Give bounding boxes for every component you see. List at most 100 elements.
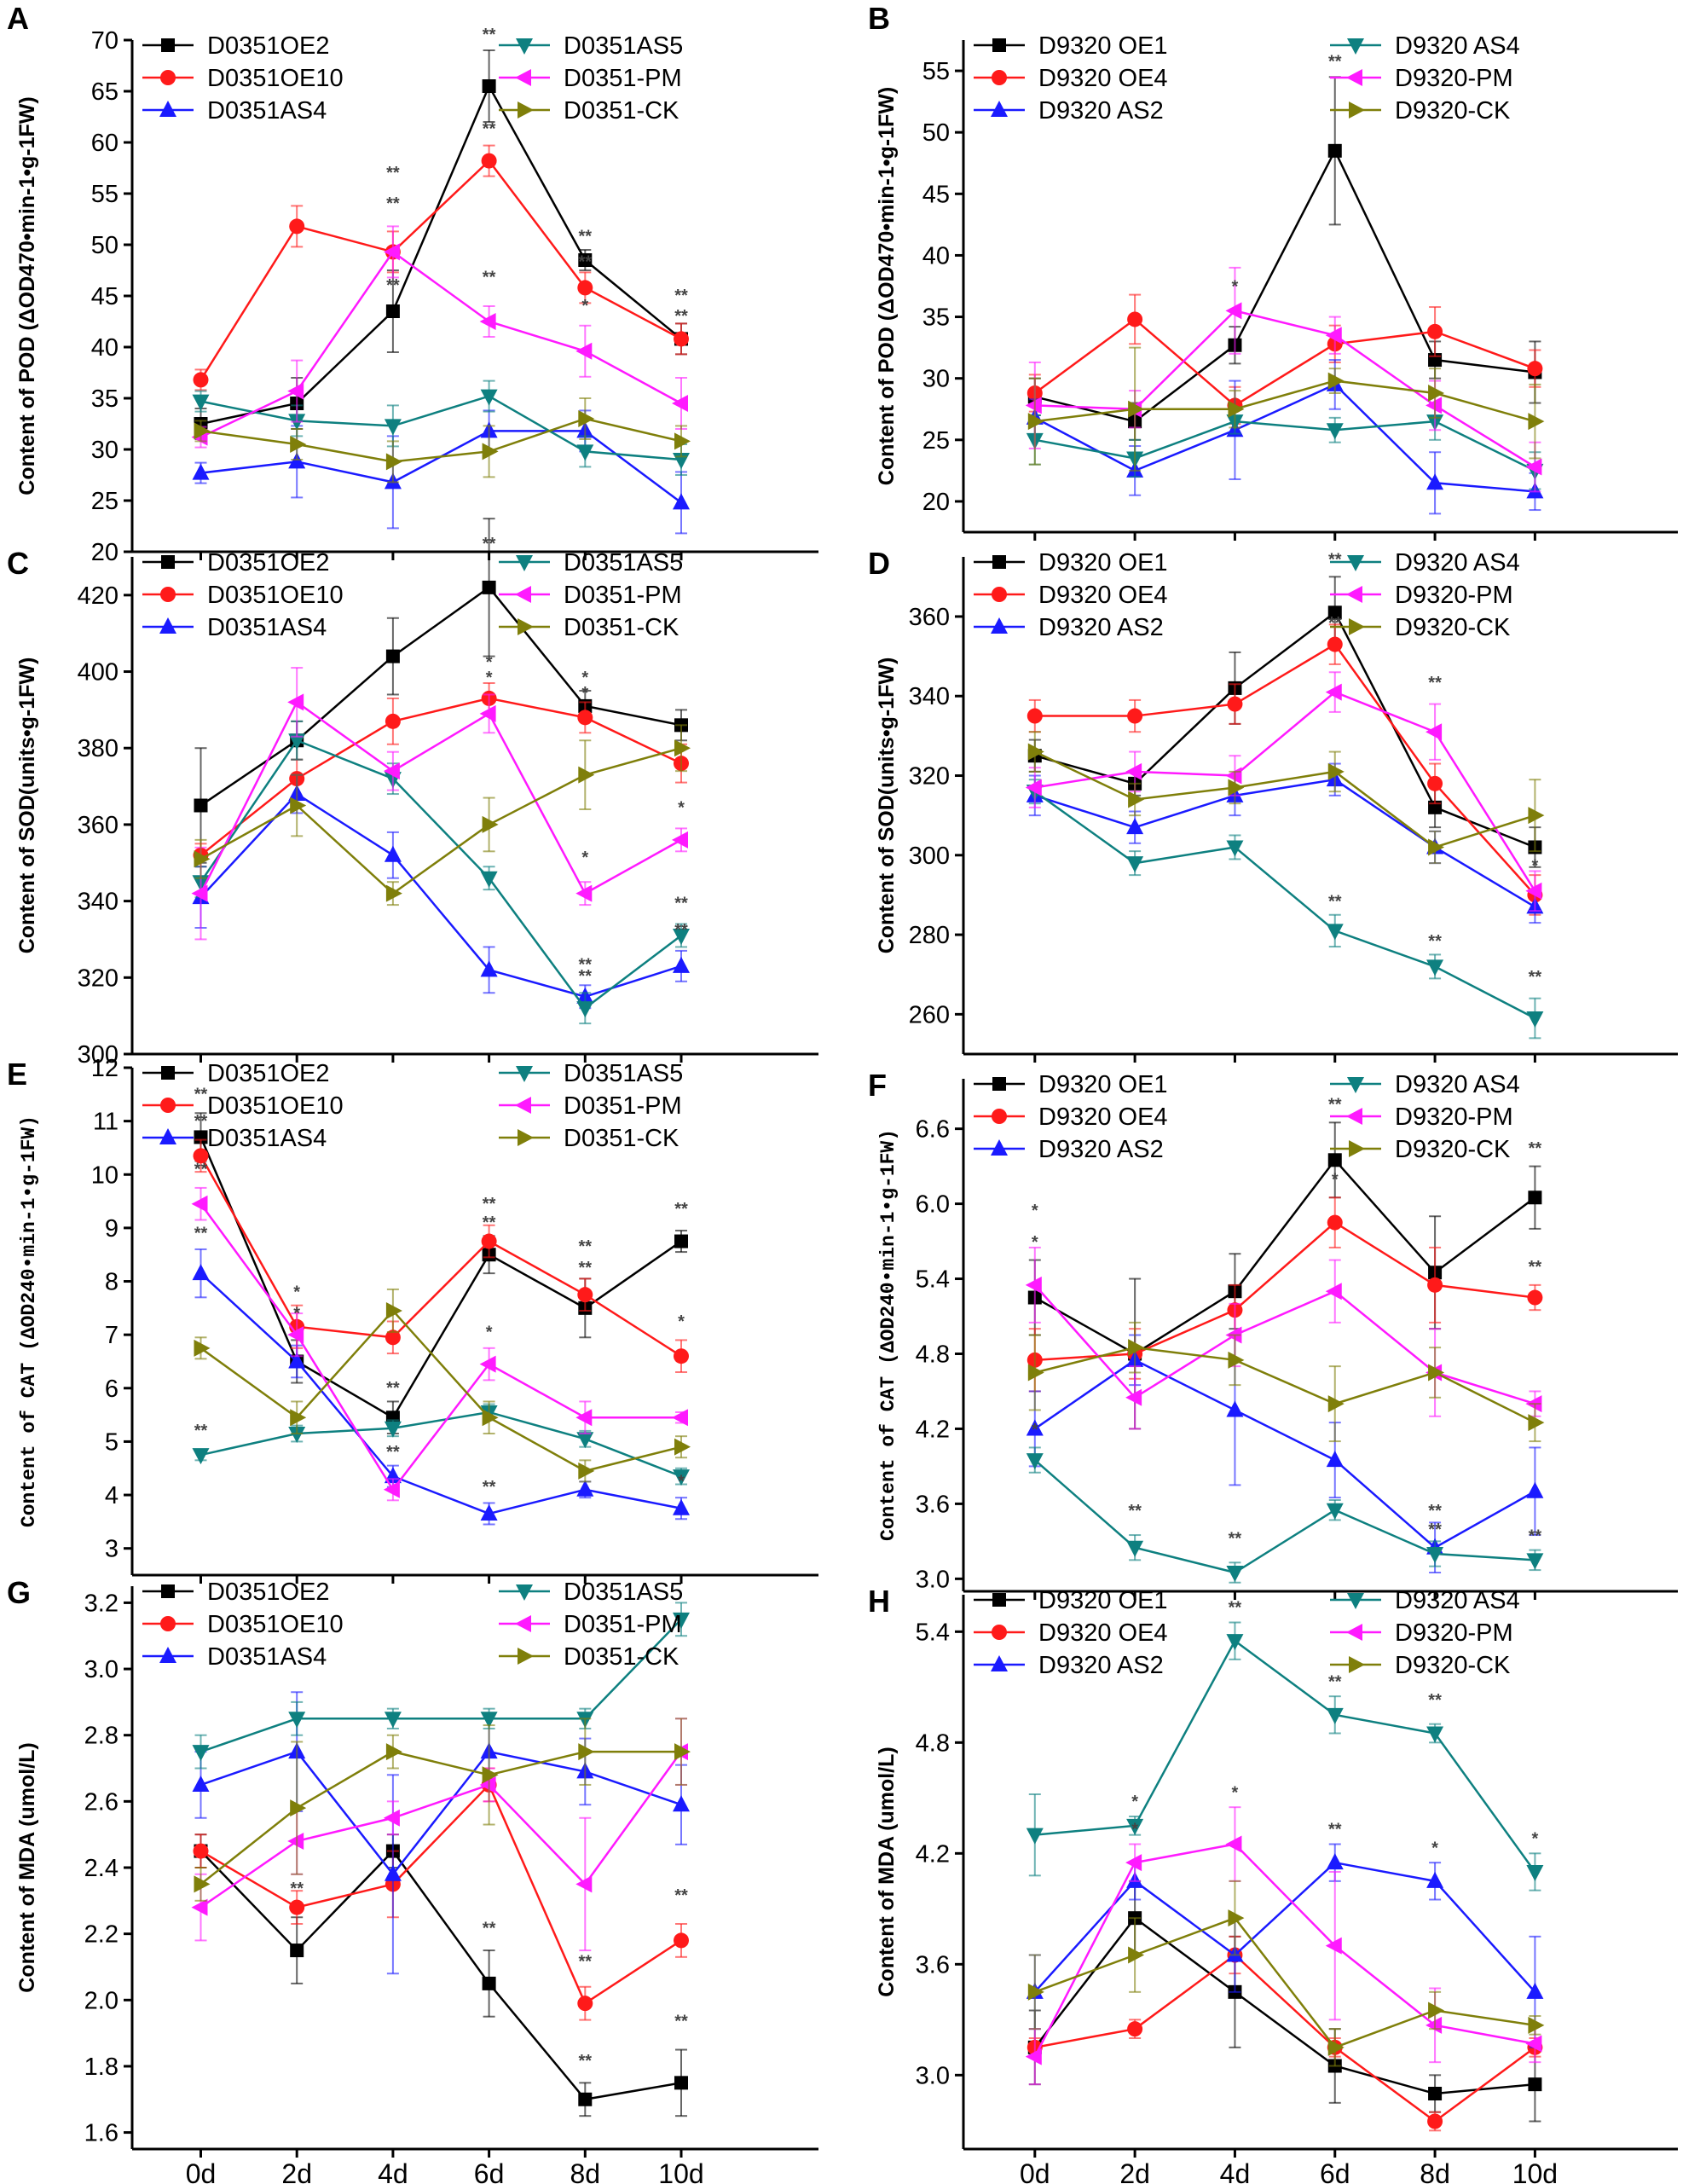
data-point (1025, 779, 1042, 797)
legend-marker (516, 38, 533, 55)
significance-mark: ** (579, 955, 593, 974)
legend-label: D9320 AS2 (1038, 1652, 1164, 1679)
data-point (1125, 1388, 1142, 1406)
significance-mark: ** (1428, 1521, 1442, 1539)
legend-marker (161, 555, 175, 569)
y-tick-label: 25 (91, 488, 119, 515)
data-point (480, 389, 498, 406)
series-D9320-CK (1027, 731, 1545, 865)
data-point (385, 713, 401, 729)
y-tick-label: 55 (91, 181, 119, 208)
y-tick-label: 35 (91, 385, 119, 413)
data-point (1326, 1451, 1344, 1468)
legend-item: D9320 AS2 (974, 97, 1164, 125)
legend-label: D0351OE2 (207, 1060, 330, 1087)
y-tick-label: 7 (105, 1322, 119, 1349)
data-point (384, 845, 402, 862)
legend-marker (160, 587, 176, 602)
series-D9320-PM (1025, 671, 1542, 912)
legend-marker (1349, 1140, 1365, 1157)
data-point (288, 1427, 306, 1444)
y-tick-label: 6 (105, 1376, 119, 1403)
legend-item: D0351AS4 (142, 1125, 327, 1152)
legend-label: D9320-PM (1395, 1619, 1513, 1647)
data-point (1227, 696, 1243, 712)
y-tick-label: 35 (922, 304, 950, 332)
significance-mark: ** (1529, 1258, 1542, 1277)
series-D9320-CK (1027, 1321, 1545, 1443)
y-tick-label: 30 (922, 366, 950, 393)
data-point (1327, 762, 1345, 780)
legend-item: D0351OE2 (142, 1060, 330, 1087)
data-point (1527, 361, 1543, 377)
y-tick-label: 1.8 (84, 2054, 119, 2081)
data-point (1025, 1276, 1042, 1294)
y-tick-label: 60 (91, 130, 119, 157)
series-D9320-PM (1025, 1246, 1542, 1430)
y-axis-label: Content of SOD(units•g-1FW) (875, 658, 899, 954)
series-line (1034, 750, 1535, 849)
legend-label: D9320 OE4 (1038, 582, 1168, 609)
data-point (1426, 959, 1444, 976)
significance-mark: ** (674, 1886, 688, 1905)
significance-mark: ** (483, 26, 496, 44)
legend-item: D9320 OE1 (974, 1587, 1168, 1614)
y-tick-label: 2.8 (84, 1723, 119, 1750)
y-tick-label: 30 (91, 437, 119, 464)
panel-label: A (7, 1, 29, 36)
series-D0351AS5 (192, 720, 690, 1025)
data-point (479, 1776, 496, 1793)
legend-item: D0351OE2 (142, 1579, 330, 1606)
data-point (578, 410, 595, 427)
series-line (1034, 379, 1535, 423)
data-point (1126, 1818, 1144, 1835)
legend-item: D0351-PM (499, 1092, 682, 1120)
data-point (482, 1409, 499, 1427)
legend-marker (1349, 618, 1365, 635)
data-point (482, 815, 499, 833)
data-point (1327, 605, 1342, 620)
data-point (1325, 1283, 1342, 1301)
legend-label: D0351-CK (564, 1125, 680, 1152)
data-point (290, 1409, 307, 1427)
significance-mark: * (581, 849, 588, 867)
series-line (1034, 1346, 1535, 1424)
series-D0351-PM (191, 225, 688, 449)
legend-marker (516, 1584, 533, 1601)
legend-item: D9320-PM (1330, 65, 1513, 92)
data-point (576, 1480, 594, 1497)
series-line (200, 1618, 682, 1753)
series-D0351-CK (194, 724, 691, 907)
data-point (1027, 1983, 1044, 2001)
series-D0351AS4 (192, 409, 690, 535)
data-point (287, 693, 304, 711)
data-point (575, 1409, 593, 1427)
series-D9320 AS2 (1026, 762, 1544, 924)
data-point (576, 444, 594, 461)
data-point (1327, 372, 1345, 390)
panel-label: G (7, 1575, 31, 1610)
legend-item: D9320-PM (1330, 1619, 1513, 1647)
data-point (480, 871, 498, 888)
data-point (289, 218, 305, 235)
significance-mark: * (581, 297, 588, 316)
y-tick-label: 50 (91, 232, 119, 259)
y-tick-label: 40 (922, 242, 950, 269)
legend-label: D9320 OE1 (1038, 1071, 1168, 1098)
legend-item: D9320 OE1 (974, 32, 1168, 60)
data-point (1526, 1011, 1544, 1028)
data-point (288, 733, 306, 750)
series-line (1033, 1459, 1535, 1574)
y-tick-label: 3.0 (916, 1566, 950, 1593)
data-point (578, 253, 593, 267)
significance-mark: ** (1328, 614, 1342, 633)
significance-mark: ** (579, 1259, 593, 1277)
y-tick-label: 12 (91, 1055, 119, 1082)
legend-label: D9320 OE4 (1038, 1104, 1168, 1131)
data-point (1228, 1909, 1245, 1927)
significance-mark: * (1332, 1171, 1339, 1190)
series-D0351OE2 (194, 1834, 688, 2117)
panel-E: E 3 4 5 6 7 8 9 10 11 12 Content of CAT (ΔOD240•min… (7, 1055, 818, 1584)
y-tick-label: 6.6 (916, 1116, 950, 1144)
data-point (1025, 2048, 1042, 2065)
